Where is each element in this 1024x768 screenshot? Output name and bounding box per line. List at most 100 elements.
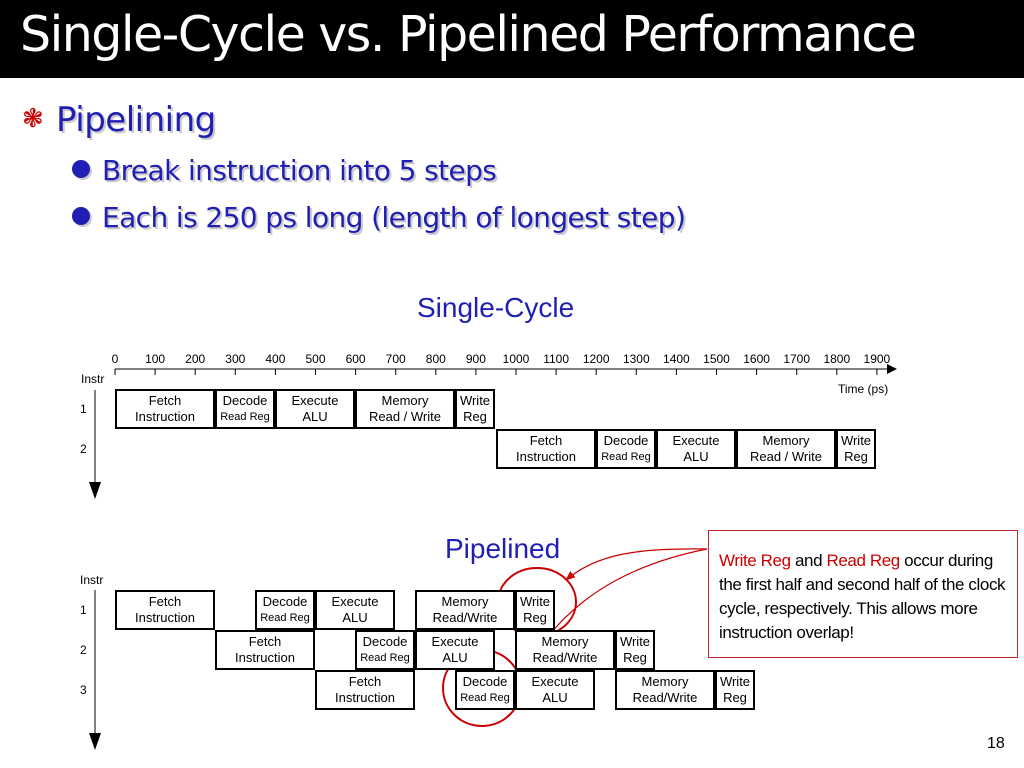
instr-label-pipelined: Instr (80, 573, 104, 587)
stage-sublabel: Read/Write (532, 650, 598, 665)
row-number: 2 (80, 643, 87, 657)
stage-write: Write Reg (515, 590, 555, 630)
axis-tick-label: 1900 (863, 352, 891, 366)
stage-label: Write (459, 393, 491, 408)
row-number: 1 (80, 402, 87, 416)
row-number: 1 (80, 603, 87, 617)
stage-label: Write (719, 674, 751, 689)
stage-sublabel: Reg (523, 610, 547, 625)
stage-label: Memory (441, 594, 489, 609)
stage-write: Write Reg (715, 670, 755, 710)
stage-fetch: Fetch Instruction (315, 670, 415, 710)
stage-memory: Memory Read/Write (415, 590, 515, 630)
stage-execute: Execute ALU (275, 389, 355, 429)
stage-execute: Execute ALU (515, 670, 595, 710)
asterisk-bullet-icon: ❃ (22, 104, 44, 134)
stage-label: Decode (603, 433, 649, 448)
single-cycle-heading: Single-Cycle (417, 292, 575, 323)
stage-label: Decode (462, 674, 508, 689)
stage-sublabel: Reg (463, 409, 487, 424)
stage-label: Execute (291, 393, 339, 408)
axis-tick-label: 0 (111, 352, 119, 366)
axis-tick-label: 300 (225, 352, 246, 366)
stage-decode: Decode Read Reg (355, 630, 415, 670)
sub-bullet-2: Each is 250 ps long (length of longest s… (72, 201, 686, 234)
sub-bullet-1: Break instruction into 5 steps (72, 154, 497, 187)
stage-label: Write (519, 594, 551, 609)
stage-write: Write Reg (455, 389, 495, 429)
stage-sublabel: Read Reg (220, 411, 270, 423)
stage-sublabel: Instruction (516, 449, 576, 464)
stage-execute: Execute ALU (656, 429, 736, 469)
stage-fetch: Fetch Instruction (496, 429, 596, 469)
axis-tick-label: 200 (185, 352, 206, 366)
stage-label: Memory (541, 634, 589, 649)
stage-label: Fetch (148, 594, 182, 609)
stage-decode: Decode Read Reg (215, 389, 275, 429)
axis-tick-label: 500 (305, 352, 326, 366)
stage-label: Decode (262, 594, 308, 609)
stage-sublabel: ALU (342, 610, 368, 625)
axis-tick-label: 1200 (582, 352, 610, 366)
stage-memory: Memory Read / Write (736, 429, 836, 469)
bullet-text: Pipelining (56, 100, 216, 140)
stage-label: Fetch (248, 634, 282, 649)
stage-sublabel: Instruction (335, 690, 395, 705)
stage-fetch: Fetch Instruction (115, 389, 215, 429)
stage-write: Write Reg (836, 429, 876, 469)
stage-label: Fetch (529, 433, 563, 448)
stage-label: Fetch (148, 393, 182, 408)
stage-sublabel: Read / Write (749, 449, 822, 464)
callout-arrow-upper (565, 548, 708, 581)
row-number: 2 (80, 442, 87, 456)
stage-label: Execute (672, 433, 720, 448)
stage-sublabel: Reg (623, 650, 647, 665)
instr-axis-pipelined (89, 590, 101, 750)
time-axis-label: Time (ps) (838, 382, 889, 396)
stage-memory: Memory Read/Write (515, 630, 615, 670)
stage-sublabel: Instruction (235, 650, 295, 665)
stage-label: Execute (531, 674, 579, 689)
dot-bullet-icon (72, 207, 90, 225)
stage-sublabel: Read Reg (601, 451, 651, 463)
stage-sublabel: Instruction (135, 610, 195, 625)
pipelined-heading: Pipelined (445, 533, 561, 564)
axis-tick-label: 900 (465, 352, 486, 366)
callout-highlight: Write Reg (719, 551, 791, 570)
stage-label: Execute (431, 634, 479, 649)
bullet-pipelining: ❃ Pipelining (22, 100, 216, 140)
title-bar: Single-Cycle vs. Pipelined Performance (0, 0, 1024, 78)
stage-label: Memory (762, 433, 810, 448)
page-number: 18 (987, 735, 1005, 752)
stage-memory: Memory Read/Write (615, 670, 715, 710)
axis-tick-label: 1500 (703, 352, 730, 366)
stage-label: Memory (641, 674, 689, 689)
axis-tick-label: 100 (145, 352, 166, 366)
stage-decode: Decode Read Reg (255, 590, 315, 630)
stage-decode: Decode Read Reg (455, 670, 515, 710)
stage-label: Fetch (348, 674, 382, 689)
axis-tick-label: 1100 (543, 352, 569, 366)
callout-note: Write Reg and Read Reg occur during the … (708, 530, 1018, 658)
axis-tick-label: 1000 (502, 352, 530, 366)
stage-label: Execute (331, 594, 379, 609)
stage-sublabel: Reg (844, 449, 868, 464)
stage-write: Write Reg (615, 630, 655, 670)
stage-label: Write (619, 634, 651, 649)
stage-sublabel: ALU (442, 650, 468, 665)
sub-bullet-text: Break instruction into 5 steps (102, 154, 497, 187)
axis-tick-label: 1300 (622, 352, 650, 366)
stage-sublabel: ALU (542, 690, 568, 705)
stage-execute: Execute ALU (315, 590, 395, 630)
stage-fetch: Fetch Instruction (115, 590, 215, 630)
callout-text: and (790, 551, 827, 570)
stage-sublabel: Reg (723, 690, 747, 705)
stage-label: Memory (381, 393, 429, 408)
stage-decode: Decode Read Reg (596, 429, 656, 469)
dot-bullet-icon (72, 160, 90, 178)
stage-memory: Memory Read / Write (355, 389, 455, 429)
instr-axis-single (89, 390, 101, 499)
axis-tick-label: 700 (385, 352, 406, 366)
stage-execute: Execute ALU (415, 630, 495, 670)
instr-label-single: Instr (81, 372, 105, 386)
